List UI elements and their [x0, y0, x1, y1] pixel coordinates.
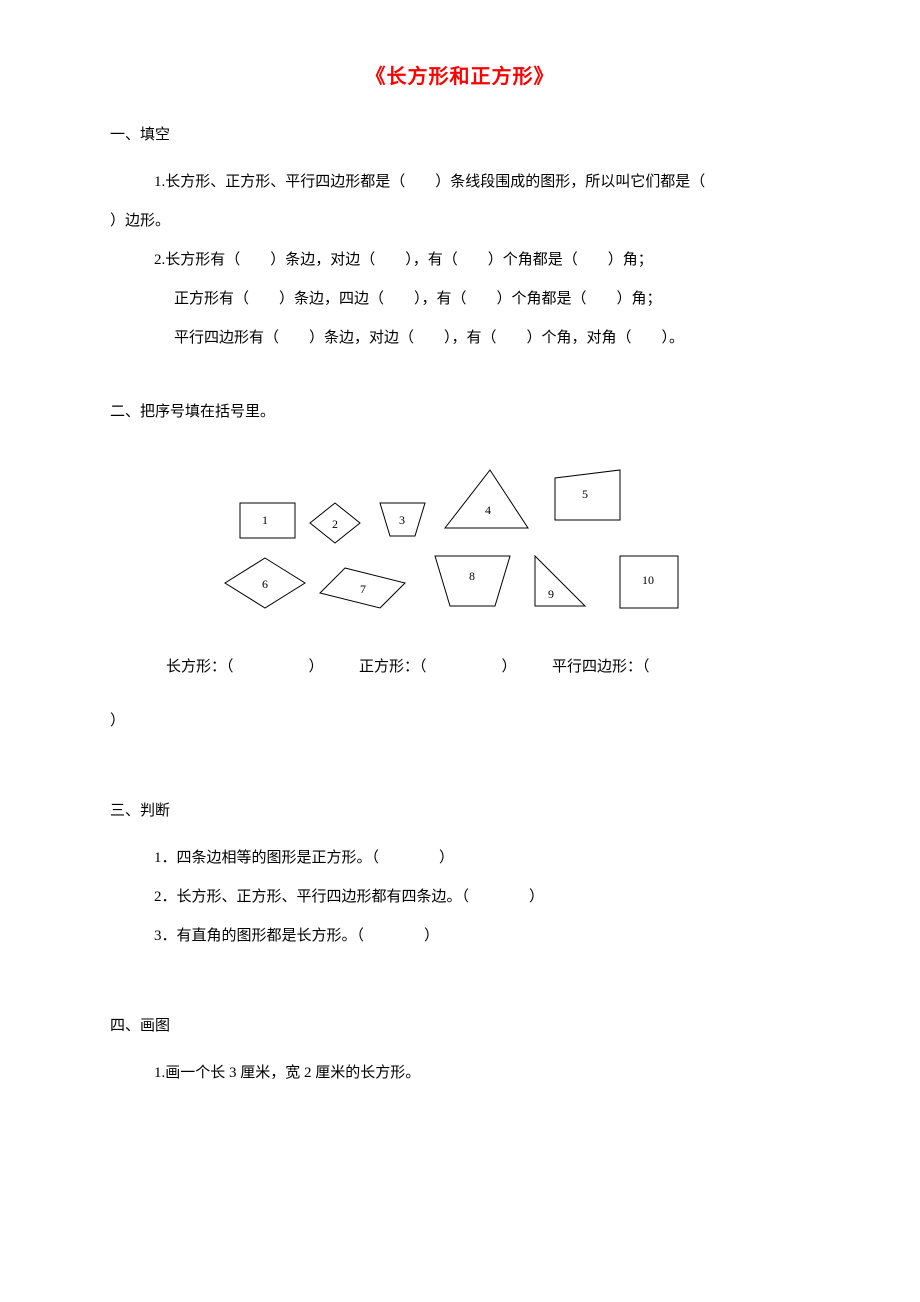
answer-rect-label: 长方形：（ ） — [166, 659, 324, 675]
worksheet-page: 《长方形和正方形》 一、填空 1.长方形、正方形、平行四边形都是（ ）条线段围成… — [0, 0, 920, 1153]
s3-q1: 1．四条边相等的图形是正方形。（ ） — [110, 839, 810, 878]
s3-q3: 3．有直角的图形都是长方形。（ ） — [110, 917, 810, 956]
shapes-svg: 1 2 3 4 5 6 7 8 9 10 — [210, 448, 710, 628]
shape-label-10: 10 — [642, 573, 654, 587]
s3-q2: 2．长方形、正方形、平行四边形都有四条边。（ ） — [110, 878, 810, 917]
shape-4 — [445, 470, 528, 528]
s2-answer-close: ） — [110, 702, 810, 741]
shape-label-8: 8 — [469, 569, 475, 583]
s2-answer-line: 长方形：（ ） 正方形：（ ） 平行四边形：（ — [110, 648, 810, 687]
shape-label-1: 1 — [262, 513, 268, 527]
s1-q2-line-c: 平行四边形有（ ）条边，对边（ ），有（ ）个角，对角（ ）。 — [110, 319, 810, 358]
s1-q1-line-a: 1.长方形、正方形、平行四边形都是（ ）条线段围成的图形，所以叫它们都是（ — [110, 163, 810, 202]
shape-label-9: 9 — [548, 587, 554, 601]
section-3-heading: 三、判断 — [110, 793, 810, 829]
section-4-heading: 四、画图 — [110, 1008, 810, 1044]
shape-label-2: 2 — [332, 517, 338, 531]
answer-square-label: 正方形：（ ） — [359, 659, 517, 675]
shape-label-7: 7 — [360, 582, 366, 596]
answer-para-label: 平行四边形：（ — [552, 659, 650, 675]
s1-q2-line-b: 正方形有（ ）条边，四边（ ），有（ ）个角都是（ ）角； — [110, 280, 810, 319]
shape-label-3: 3 — [399, 513, 405, 527]
shape-label-5: 5 — [582, 487, 588, 501]
s4-q1: 1.画一个长 3 厘米，宽 2 厘米的长方形。 — [110, 1054, 810, 1093]
shape-label-6: 6 — [262, 577, 268, 591]
section-2-heading: 二、把序号填在括号里。 — [110, 394, 810, 430]
shapes-figure: 1 2 3 4 5 6 7 8 9 10 — [110, 448, 810, 628]
page-title: 《长方形和正方形》 — [110, 60, 810, 89]
s1-q2-line-a: 2.长方形有（ ）条边，对边（ ），有（ ）个角都是（ ）角； — [110, 241, 810, 280]
shape-label-4: 4 — [485, 503, 491, 517]
shape-9 — [535, 556, 585, 606]
s1-q1-line-b: ）边形。 — [110, 202, 810, 241]
section-1-heading: 一、填空 — [110, 117, 810, 153]
